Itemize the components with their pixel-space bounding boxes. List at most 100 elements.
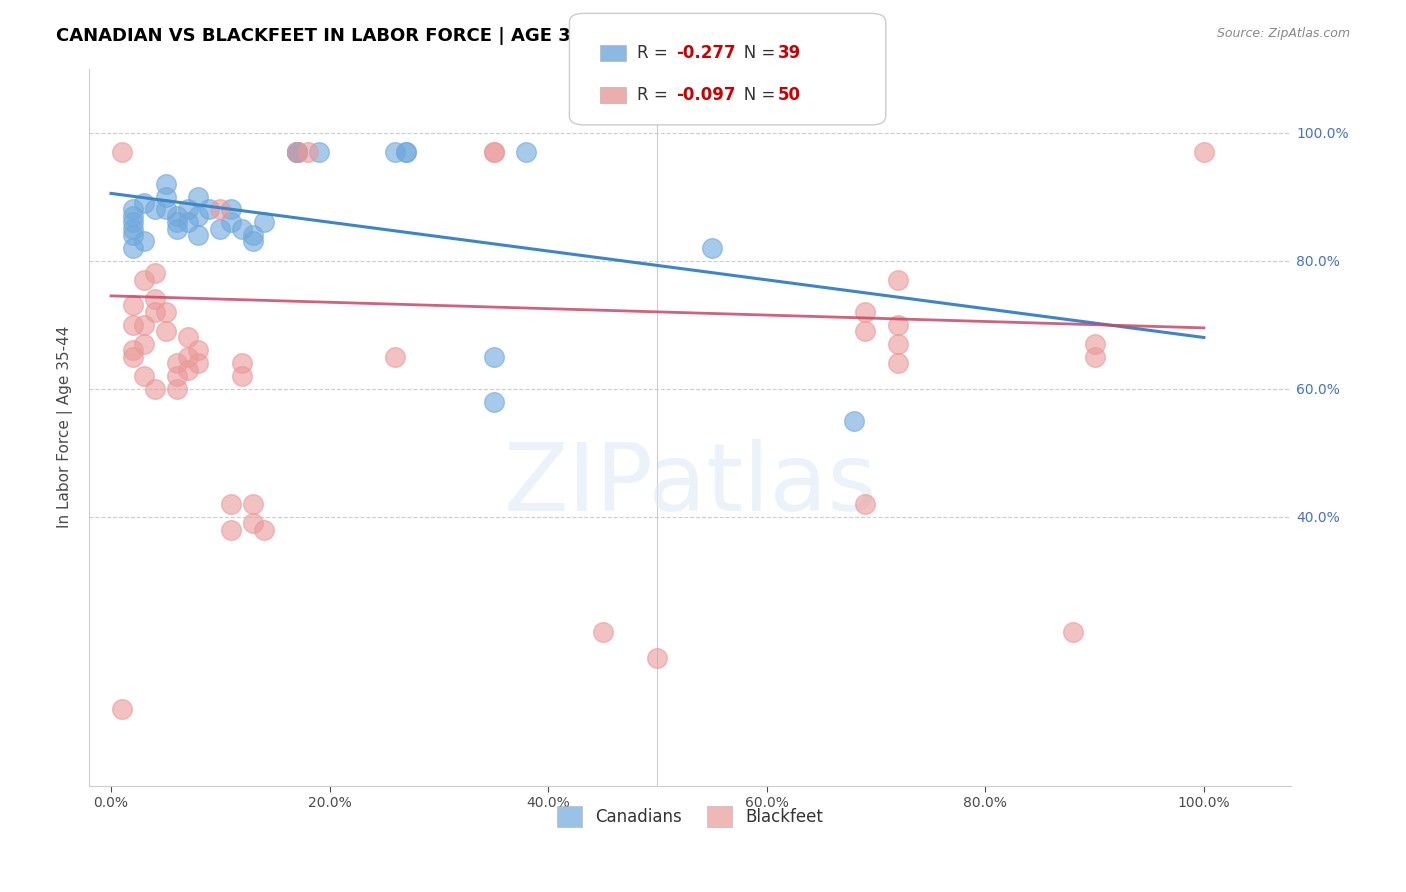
Point <box>1192 145 1215 159</box>
Point <box>242 227 264 242</box>
Point <box>209 202 232 217</box>
Point <box>242 516 264 531</box>
Point <box>853 324 876 338</box>
Point <box>176 330 198 344</box>
Point <box>166 356 188 370</box>
Point <box>132 337 155 351</box>
Point <box>482 350 505 364</box>
Point <box>242 235 264 249</box>
Point <box>176 362 198 376</box>
Y-axis label: In Labor Force | Age 35-44: In Labor Force | Age 35-44 <box>58 326 73 528</box>
Point <box>253 215 276 229</box>
Point <box>592 625 614 640</box>
Point <box>285 145 308 159</box>
Text: -0.097: -0.097 <box>676 87 735 104</box>
Point <box>219 215 242 229</box>
Point <box>155 189 177 203</box>
Point <box>853 305 876 319</box>
Point <box>187 356 209 370</box>
Point <box>285 145 308 159</box>
Point <box>395 145 418 159</box>
Point <box>1084 350 1107 364</box>
Point <box>122 221 145 235</box>
Text: 50: 50 <box>778 87 800 104</box>
Text: N =: N = <box>728 45 780 62</box>
Point <box>231 368 253 383</box>
Point <box>887 337 910 351</box>
Point <box>219 202 242 217</box>
Text: Source: ZipAtlas.com: Source: ZipAtlas.com <box>1216 27 1350 40</box>
Point <box>384 350 406 364</box>
Point <box>166 215 188 229</box>
Point <box>111 145 134 159</box>
Text: N =: N = <box>728 87 780 104</box>
Point <box>482 394 505 409</box>
Point <box>285 145 308 159</box>
Point <box>143 292 166 306</box>
Point <box>187 227 209 242</box>
Point <box>482 145 505 159</box>
Point <box>132 235 155 249</box>
Point <box>122 209 145 223</box>
Point <box>166 368 188 383</box>
Point <box>122 227 145 242</box>
Text: 39: 39 <box>778 45 801 62</box>
Point <box>887 273 910 287</box>
Point <box>122 241 145 255</box>
Point <box>253 523 276 537</box>
Point <box>122 215 145 229</box>
Point <box>143 267 166 281</box>
Point <box>122 350 145 364</box>
Legend: Canadians, Blackfeet: Canadians, Blackfeet <box>548 797 832 835</box>
Point <box>111 702 134 716</box>
Point <box>482 145 505 159</box>
Text: ZIPatlas: ZIPatlas <box>503 439 877 531</box>
Point <box>176 202 198 217</box>
Text: R =: R = <box>637 45 673 62</box>
Point <box>647 650 669 665</box>
Point <box>384 145 406 159</box>
Point <box>155 324 177 338</box>
Point <box>285 145 308 159</box>
Point <box>209 221 232 235</box>
Point <box>166 209 188 223</box>
Point <box>176 350 198 364</box>
Point <box>285 145 308 159</box>
Point <box>155 177 177 191</box>
Text: CANADIAN VS BLACKFEET IN LABOR FORCE | AGE 35-44 CORRELATION CHART: CANADIAN VS BLACKFEET IN LABOR FORCE | A… <box>56 27 838 45</box>
Point <box>187 343 209 358</box>
Point <box>887 356 910 370</box>
Point <box>155 305 177 319</box>
Point <box>297 145 319 159</box>
Point <box>700 241 723 255</box>
Point <box>1062 625 1084 640</box>
Point <box>844 414 866 428</box>
Point <box>285 145 308 159</box>
Point <box>143 305 166 319</box>
Point <box>143 202 166 217</box>
Point <box>176 215 198 229</box>
Point <box>155 202 177 217</box>
Point <box>1084 337 1107 351</box>
Point <box>198 202 221 217</box>
Point <box>515 145 537 159</box>
Text: R =: R = <box>637 87 673 104</box>
Point <box>219 497 242 511</box>
Point <box>143 382 166 396</box>
Point <box>231 221 253 235</box>
Point <box>219 523 242 537</box>
Point <box>132 196 155 211</box>
Point <box>122 298 145 312</box>
Point <box>132 318 155 332</box>
Text: -0.277: -0.277 <box>676 45 735 62</box>
Point <box>166 221 188 235</box>
Point <box>166 382 188 396</box>
Point <box>187 209 209 223</box>
Point <box>122 202 145 217</box>
Point <box>231 356 253 370</box>
Point <box>122 343 145 358</box>
Point <box>242 497 264 511</box>
Point <box>132 368 155 383</box>
Point <box>132 273 155 287</box>
Point <box>122 318 145 332</box>
